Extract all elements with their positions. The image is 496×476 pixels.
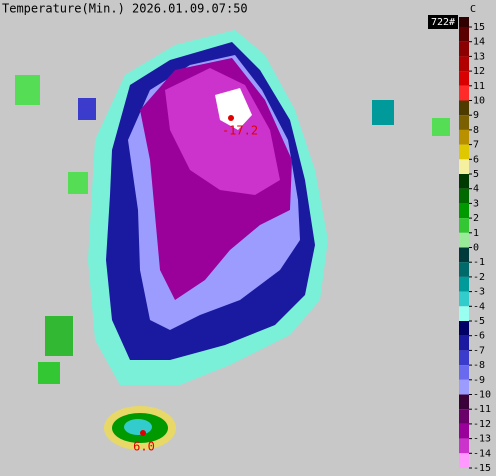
colorbar-segment [459,232,469,248]
colorbar-label: 9 [473,110,479,121]
colorbar-segment [459,409,469,424]
colorbar-label: 14 [473,37,485,48]
colorbar-label: 11 [473,81,485,92]
colorbar-segment [459,115,469,130]
title: Temperature(Min.) 2026.01.09.07:50 [2,2,248,16]
station-marker [140,430,146,436]
colorbar-segment [459,423,469,439]
colorbar-label: -7 [473,345,485,356]
colorbar-segment [459,350,469,366]
station-marker [228,115,234,121]
unit-label: C [470,4,476,15]
colorbar: 1514131211109876543210-1-2-3-4-5-6-7-8-9… [459,17,491,474]
station-count: 722# [431,17,455,28]
colorbar-segment [459,306,469,321]
colorbar-label: -1 [473,257,485,268]
colorbar-cap [459,17,469,27]
colorbar-label: -5 [473,316,485,327]
colorbar-segment [459,262,469,277]
colorbar-segment [459,129,469,145]
colorbar-label: 13 [473,51,485,62]
colorbar-label: -13 [473,434,491,445]
colorbar-label: 6 [473,154,479,165]
colorbar-segment [459,71,469,86]
colorbar-segment [459,379,469,395]
colorbar-label: 10 [473,96,485,107]
colorbar-segment [459,100,469,116]
colorbar-segment [459,218,469,233]
colorbar-label: -3 [473,287,485,298]
colorbar-segment [459,291,469,307]
colorbar-segment [459,174,469,189]
colorbar-label: 5 [473,169,479,180]
colorbar-label: 4 [473,184,479,195]
colorbar-label: -12 [473,419,491,430]
colorbar-segment [459,144,469,160]
temperature-field [15,30,450,450]
colorbar-label: 7 [473,140,479,151]
colorbar-label: 3 [473,198,479,209]
colorbar-segment [459,247,469,263]
colorbar-label: -10 [473,390,491,401]
colorbar-label: -15 [473,463,491,474]
colorbar-segment [459,438,469,454]
station-count-box [428,15,458,29]
colorbar-segment [459,203,469,219]
colorbar-label: 1 [473,228,479,239]
marker-label: -17.2 [222,124,258,138]
colorbar-segment [459,188,469,204]
colorbar-label: -14 [473,448,491,459]
colorbar-label: -11 [473,404,491,415]
colorbar-segment [459,365,469,380]
colorbar-segment [459,394,469,410]
colorbar-label: -6 [473,331,485,342]
colorbar-label: -9 [473,375,485,386]
colorbar-label: 8 [473,125,479,136]
colorbar-segment [459,41,469,57]
colorbar-segment [459,159,469,174]
colorbar-label: 15 [473,22,485,33]
colorbar-label: 0 [473,243,479,254]
colorbar-segment [459,56,469,72]
colorbar-segment [459,453,469,468]
colorbar-label: 2 [473,213,479,224]
colorbar-segment [459,276,469,292]
colorbar-segment [459,85,469,101]
colorbar-segment [459,335,469,351]
colorbar-label: -4 [473,301,485,312]
colorbar-label: 12 [473,66,485,77]
colorbar-label: -2 [473,272,485,283]
marker-label: 6.0 [133,440,155,454]
colorbar-segment [459,27,469,42]
colorbar-segment [459,321,469,336]
colorbar-label: -8 [473,360,485,371]
